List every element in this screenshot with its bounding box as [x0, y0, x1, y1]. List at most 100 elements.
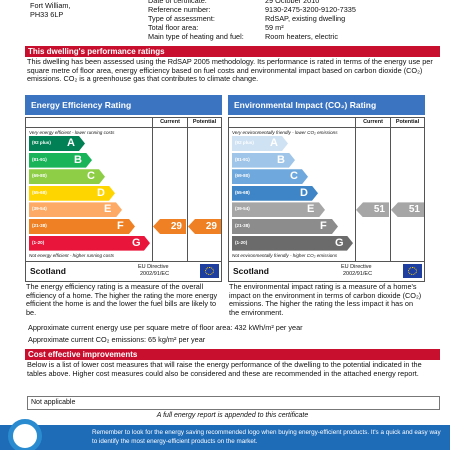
band: (1-20) G: [232, 235, 353, 251]
address-line: Fort William,: [30, 1, 71, 10]
top-note: Very environmentally friendly - lower CO…: [232, 130, 338, 135]
chart-box: Current Potential Very energy efficient - …: [25, 117, 222, 282]
band-range: (55-68): [32, 189, 47, 195]
band-range: (81-91): [32, 156, 47, 162]
band: (81-91) B: [29, 152, 92, 168]
intro-text: This dwelling has been assessed using th…: [27, 57, 433, 84]
column-line: [390, 118, 391, 261]
detail-label: Main type of heating and fuel:: [148, 32, 244, 41]
detail-label: Date of certificate:: [148, 0, 207, 5]
band-letter: G: [132, 236, 141, 249]
rating-chart: Energy Efficiency Rating Current Potential…: [25, 95, 222, 283]
improvements-intro: Below is a list of lower cost measures t…: [27, 360, 422, 378]
rating-arrow: 29: [153, 219, 186, 234]
band: (21-38) F: [232, 219, 338, 234]
band-letter: F: [117, 220, 124, 232]
column-line: [152, 118, 153, 261]
bottom-note: Not environmentally friendly - higher CO…: [232, 253, 338, 258]
band-range: (1-20): [235, 239, 248, 245]
footer-line: [26, 261, 221, 262]
directive: EU Directive: [138, 264, 169, 270]
band-letter: A: [67, 137, 75, 149]
country: Scotland: [30, 266, 66, 276]
eu-stars: [408, 267, 417, 275]
rating-arrow: 29: [188, 219, 221, 234]
detail-value: RdSAP, existing dwelling: [265, 14, 346, 23]
current-heading: Current: [363, 119, 383, 125]
header-line: [26, 127, 221, 128]
eu-flag: [200, 264, 219, 278]
directive-ref: 2002/91/EC: [140, 271, 170, 277]
band-range: (69-80): [235, 173, 250, 179]
footer-bar: Remember to look for the energy saving r…: [0, 419, 450, 450]
potential-heading: Potential: [395, 119, 420, 125]
eu-flag: [403, 264, 422, 278]
band-letter: D: [300, 186, 308, 199]
band-letter: A: [270, 137, 278, 149]
header-line: [229, 127, 424, 128]
detail-value: 29 October 2010: [265, 0, 320, 5]
eu-stars: [205, 267, 214, 275]
band-letter: G: [335, 236, 344, 249]
band-range: (55-68): [235, 189, 250, 195]
band-letter: C: [290, 170, 298, 183]
footer-text: Remember to look for the energy saving r…: [92, 429, 441, 445]
rating-arrow: 51: [356, 202, 389, 218]
band-letter: B: [277, 153, 285, 166]
bottom-note: Not energy efficient - higher running co…: [29, 253, 115, 258]
detail-value: Room heaters, electric: [265, 32, 338, 41]
band-letter: E: [104, 203, 112, 216]
band-range: (21-38): [32, 223, 47, 228]
section-bar: This dwelling's performance ratings: [25, 46, 440, 57]
rating-chart: Environmental Impact (CO₂) Rating Current…: [228, 95, 425, 283]
logo: [8, 419, 42, 450]
detail-value: 9130-2475-3200-9120-7335: [265, 5, 356, 14]
band: (92 plus) A: [232, 136, 288, 151]
band-range: (81-91): [235, 156, 250, 162]
top-note: Very energy efficient - lower running co…: [29, 130, 115, 135]
current-heading: Current: [160, 119, 180, 125]
band: (39-54) E: [232, 202, 325, 218]
directive-ref: 2002/91/EC: [343, 271, 373, 277]
band: (1-20) G: [29, 235, 150, 251]
band-range: (92 plus): [235, 140, 254, 145]
usage-line: Approximate current CO₂ emissions: 65 kg…: [28, 335, 206, 344]
detail-value: 59 m²: [265, 23, 284, 32]
band: (69-80) C: [232, 169, 308, 185]
improvements-table: Not applicable: [27, 396, 440, 410]
band-range: (69-80): [32, 173, 47, 179]
band: (92 plus) A: [29, 136, 85, 151]
column-line: [355, 118, 356, 261]
band-range: (92 plus): [32, 140, 51, 145]
band-letter: E: [307, 203, 315, 216]
chart-description: The environmental impact rating is a mea…: [229, 282, 422, 318]
detail-label: Total floor area:: [148, 23, 199, 32]
band-range: (39-54): [235, 206, 250, 212]
band-range: (39-54): [32, 206, 47, 212]
footer-line: [229, 261, 424, 262]
report-note: A full energy report is appended to this…: [156, 412, 309, 419]
band: (69-80) C: [29, 169, 105, 185]
directive: EU Directive: [341, 264, 372, 270]
section-bar: Cost effective improvements: [25, 349, 440, 360]
band: (55-68) D: [29, 185, 115, 201]
band-range: (1-20): [32, 239, 45, 245]
country: Scotland: [233, 266, 269, 276]
band-range: (21-38): [235, 223, 250, 228]
chart-box: Current Potential Very environmentally fri…: [228, 117, 425, 282]
band-letter: B: [74, 153, 82, 166]
band-letter: D: [97, 186, 105, 199]
band-letter: C: [87, 170, 95, 183]
band: (39-54) E: [29, 202, 122, 218]
usage-line: Approximate current energy use per squar…: [28, 323, 303, 332]
potential-heading: Potential: [192, 119, 217, 125]
chart-title: Environmental Impact (CO₂) Rating: [228, 95, 425, 115]
detail-label: Type of assessment:: [148, 14, 215, 23]
address-line: PH33 6LP: [30, 10, 64, 19]
column-line: [187, 118, 188, 261]
band: (55-68) D: [232, 185, 318, 201]
band-letter: F: [320, 220, 327, 232]
detail-label: Reference number:: [148, 5, 211, 14]
band: (81-91) B: [232, 152, 295, 168]
